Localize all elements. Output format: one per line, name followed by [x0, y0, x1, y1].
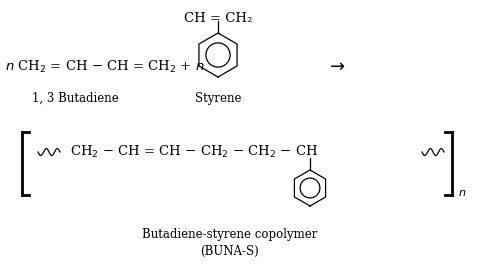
Text: $n$ CH$_2$ = CH − CH = CH$_2$ + $n$: $n$ CH$_2$ = CH − CH = CH$_2$ + $n$ — [5, 59, 205, 75]
Text: (BUNA-S): (BUNA-S) — [201, 245, 259, 258]
Text: →: → — [330, 58, 345, 76]
Text: CH$_2$ − CH = CH − CH$_2$ − CH$_2$ − CH: CH$_2$ − CH = CH − CH$_2$ − CH$_2$ − CH — [70, 144, 318, 160]
Text: 1, 3 Butadiene: 1, 3 Butadiene — [32, 92, 118, 105]
Text: Butadiene-styrene copolymer: Butadiene-styrene copolymer — [142, 228, 318, 241]
Text: CH = CH₂: CH = CH₂ — [184, 12, 252, 25]
Text: Styrene: Styrene — [195, 92, 241, 105]
Text: $n$: $n$ — [458, 188, 466, 198]
